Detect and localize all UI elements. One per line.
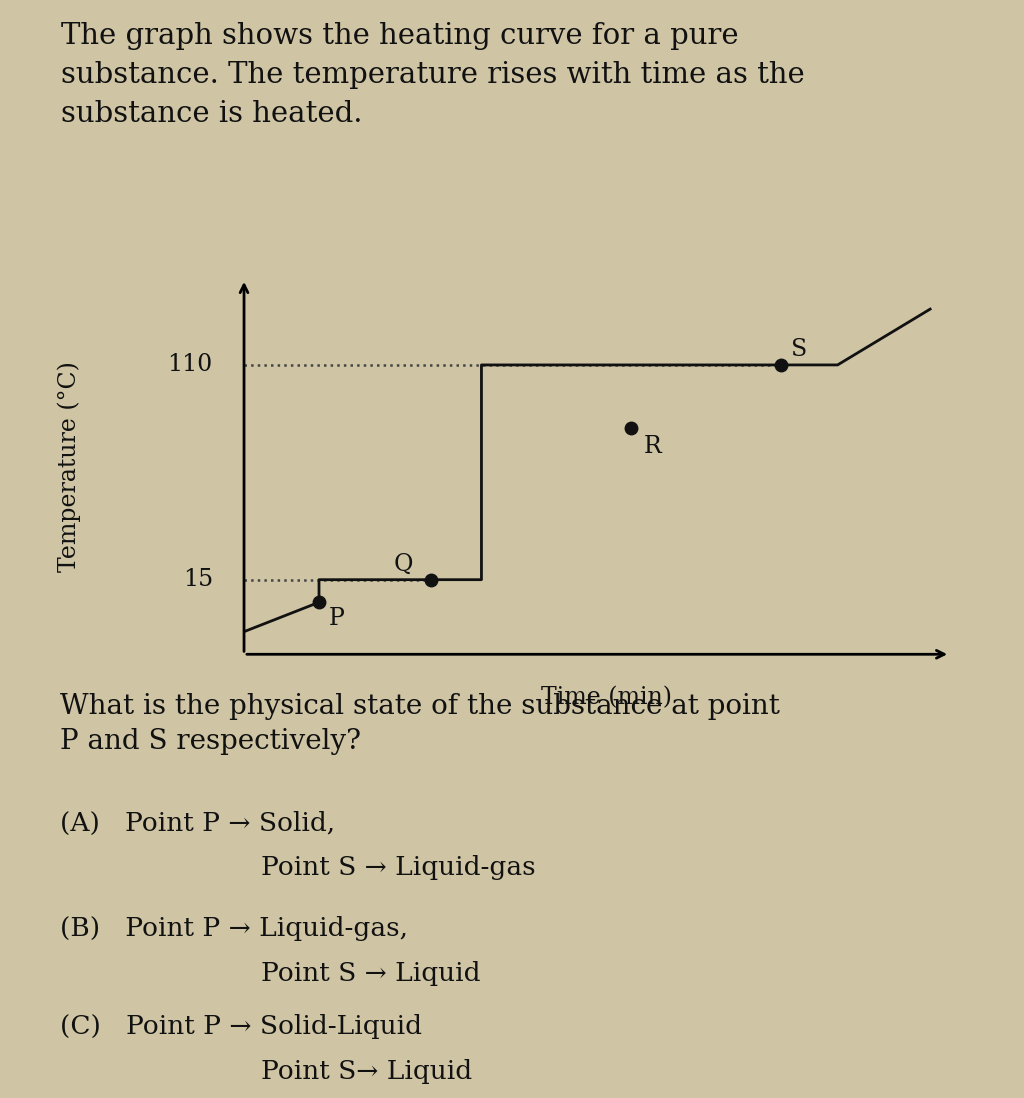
Text: Point S→ Liquid: Point S→ Liquid bbox=[60, 1058, 472, 1084]
Text: P: P bbox=[329, 606, 344, 629]
Text: (A)   Point P → Solid,: (A) Point P → Solid, bbox=[60, 810, 335, 836]
Text: R: R bbox=[644, 435, 662, 458]
Text: The graph shows the heating curve for a pure
substance. The temperature rises wi: The graph shows the heating curve for a … bbox=[61, 22, 805, 128]
Text: 15: 15 bbox=[182, 568, 213, 591]
Text: 110: 110 bbox=[168, 354, 213, 377]
Text: (C)   Point P → Solid-Liquid: (C) Point P → Solid-Liquid bbox=[60, 1013, 422, 1039]
Text: Time (min): Time (min) bbox=[541, 686, 672, 709]
Text: What is the physical state of the substance at point
P and S respectively?: What is the physical state of the substa… bbox=[60, 693, 780, 755]
Text: S: S bbox=[791, 337, 807, 360]
Text: (B)   Point P → Liquid-gas,: (B) Point P → Liquid-gas, bbox=[60, 917, 409, 941]
Text: Q: Q bbox=[394, 552, 414, 575]
Text: Point S → Liquid: Point S → Liquid bbox=[60, 961, 480, 986]
Text: Point S → Liquid-gas: Point S → Liquid-gas bbox=[60, 855, 536, 881]
Text: Temperature (°C): Temperature (°C) bbox=[57, 361, 81, 572]
